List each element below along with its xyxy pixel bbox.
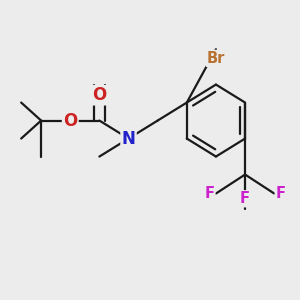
Text: F: F (276, 186, 286, 201)
Text: Br: Br (207, 51, 225, 66)
Text: N: N (122, 130, 136, 148)
Text: F: F (240, 191, 250, 206)
Text: O: O (63, 112, 77, 130)
Text: F: F (204, 186, 214, 201)
Text: O: O (92, 86, 106, 104)
